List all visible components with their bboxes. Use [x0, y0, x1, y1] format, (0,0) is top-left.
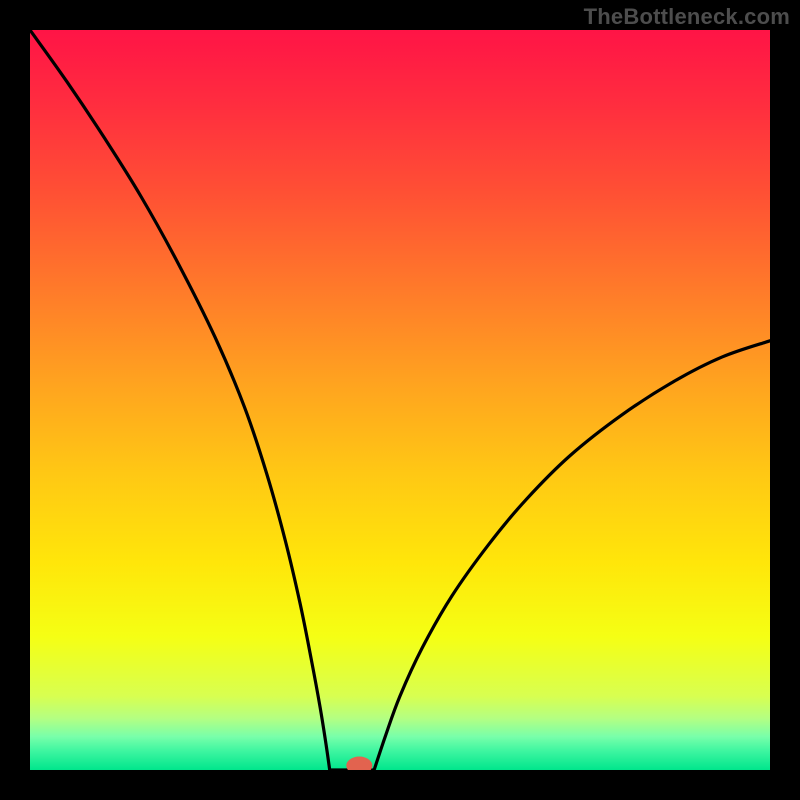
- bottleneck-chart: [0, 0, 800, 800]
- chart-container: TheBottleneck.com: [0, 0, 800, 800]
- gradient-plot-area: [30, 30, 770, 770]
- watermark-text: TheBottleneck.com: [584, 4, 790, 30]
